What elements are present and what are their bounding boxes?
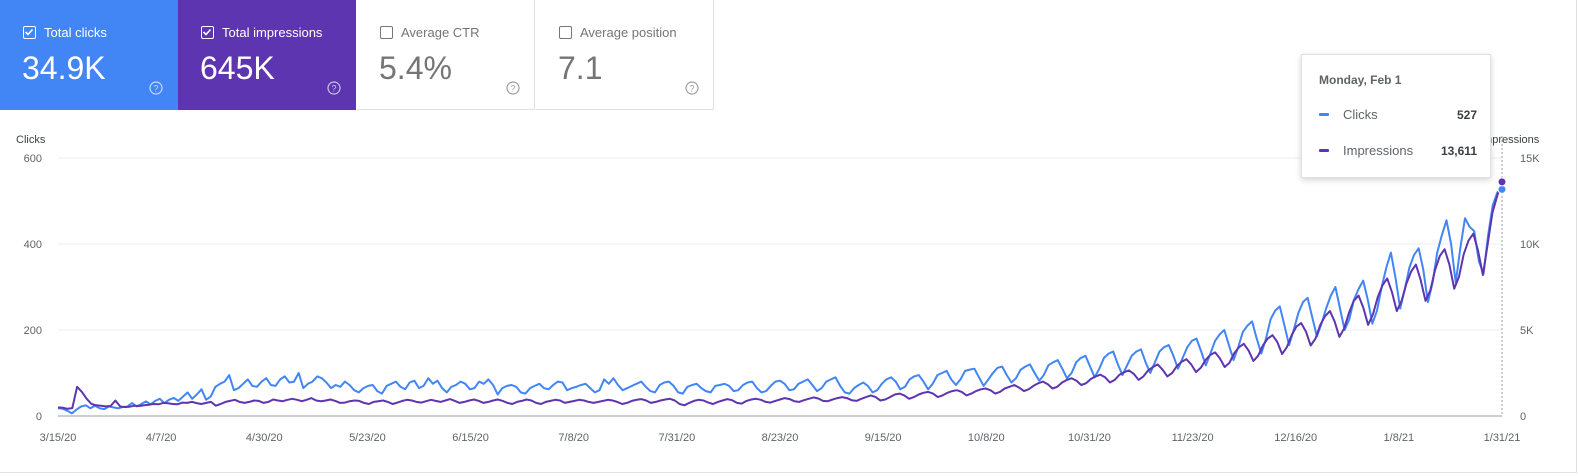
card-value: 645K <box>200 50 275 86</box>
x-tick-label: 4/30/20 <box>246 432 283 444</box>
x-tick-label: 7/8/20 <box>558 432 589 444</box>
help-icon[interactable]: ? <box>149 81 163 95</box>
x-tick-label: 1/8/21 <box>1384 432 1415 444</box>
x-tick-label: 9/15/20 <box>865 432 902 444</box>
x-tick-label: 3/15/20 <box>40 432 77 444</box>
right-tick-label: 10K <box>1520 239 1540 251</box>
x-tick-label: 7/31/20 <box>659 432 696 444</box>
impressions-hover-point <box>1497 177 1507 187</box>
checkbox-checked-icon[interactable] <box>201 26 214 39</box>
impressions-series-line <box>57 181 1503 410</box>
checkbox-checked-icon[interactable] <box>23 26 36 39</box>
left-tick-label: 0 <box>36 411 42 423</box>
total-impressions-card[interactable]: Total impressions 645K ? <box>178 0 356 110</box>
impressions-legend-swatch <box>1319 149 1329 152</box>
right-tick-label: 15K <box>1520 153 1540 165</box>
x-tick-label: 11/23/20 <box>1172 432 1214 444</box>
tooltip-row-label: Clicks <box>1343 107 1378 122</box>
tooltip-row-label: Impressions <box>1343 143 1414 158</box>
card-value: 5.4% <box>379 50 452 86</box>
x-tick-label: 10/31/20 <box>1068 432 1111 444</box>
x-tick-label: 8/23/20 <box>762 432 799 444</box>
card-value: 7.1 <box>558 50 603 86</box>
tooltip-row-value: 527 <box>1456 107 1477 122</box>
right-tick-label: 5K <box>1520 325 1534 337</box>
svg-text:?: ? <box>153 84 158 94</box>
card-label: Average CTR <box>401 25 480 40</box>
clicks-hover-point <box>1497 184 1507 194</box>
average-ctr-card[interactable]: Average CTR 5.4% ? <box>357 0 535 110</box>
tooltip-row-value: 13,611 <box>1440 143 1477 158</box>
svg-text:?: ? <box>510 84 515 94</box>
clicks-series-line <box>57 188 1503 415</box>
checkbox-unchecked-icon[interactable] <box>380 26 393 39</box>
left-tick-label: 200 <box>24 325 42 337</box>
svg-text:?: ? <box>331 84 336 94</box>
svg-text:?: ? <box>689 84 694 94</box>
tooltip-row-clicks: Clicks 527 <box>1319 107 1477 122</box>
card-label: Total impressions <box>222 25 323 40</box>
help-icon[interactable]: ? <box>685 81 699 95</box>
left-axis-title: Clicks <box>16 134 46 146</box>
card-label: Average position <box>580 25 677 40</box>
x-tick-label: 5/23/20 <box>349 432 386 444</box>
right-axis-title: Impressions <box>1480 134 1540 146</box>
x-tick-label: 1/31/21 <box>1484 432 1521 444</box>
card-label: Total clicks <box>44 25 107 40</box>
help-icon[interactable]: ? <box>506 81 520 95</box>
tooltip-row-impressions: Impressions 13,611 <box>1319 143 1477 158</box>
tooltip-date: Monday, Feb 1 <box>1319 73 1402 87</box>
checkbox-unchecked-icon[interactable] <box>559 26 572 39</box>
card-value: 34.9K <box>22 50 106 86</box>
x-tick-label: 6/15/20 <box>452 432 489 444</box>
right-tick-label: 0 <box>1520 411 1526 423</box>
clicks-legend-swatch <box>1319 113 1329 116</box>
x-tick-label: 10/8/20 <box>968 432 1005 444</box>
left-tick-label: 600 <box>24 153 42 165</box>
hover-tooltip: Monday, Feb 1 Clicks 527 Impressions 13,… <box>1301 54 1491 178</box>
x-tick-label: 12/16/20 <box>1274 432 1317 444</box>
x-tick-label: 4/7/20 <box>146 432 177 444</box>
average-position-card[interactable]: Average position 7.1 ? <box>536 0 714 110</box>
total-clicks-card[interactable]: Total clicks 34.9K ? <box>0 0 178 110</box>
left-tick-label: 400 <box>24 239 42 251</box>
help-icon[interactable]: ? <box>327 81 341 95</box>
